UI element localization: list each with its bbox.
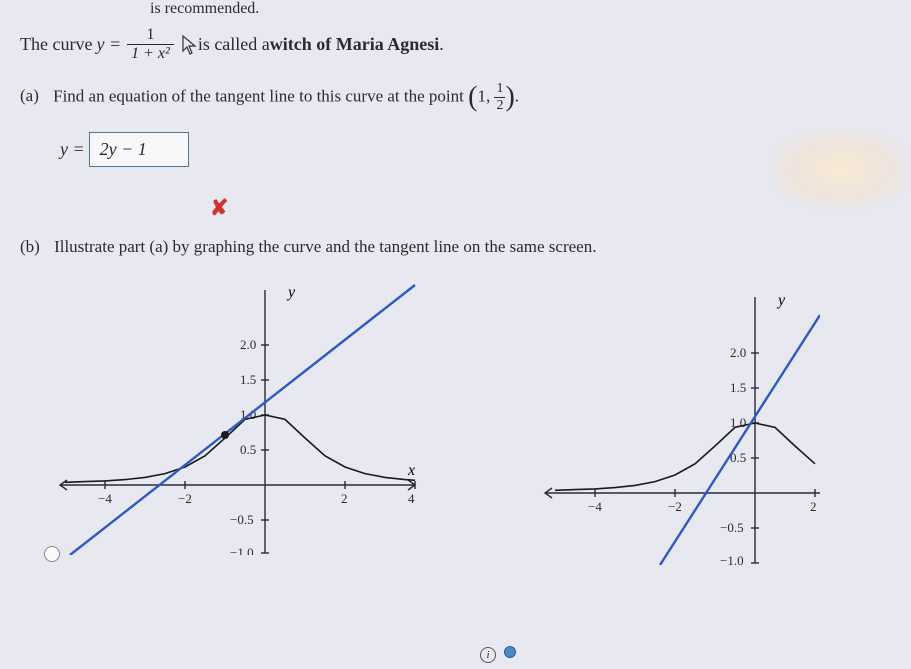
svg-text:2.0: 2.0 [730,345,746,360]
chart-1-svg: −4 −2 2 4 2.0 1.5 1.0 0.5 −0.5 −1.0 y x [50,275,420,555]
part-a: (a) Find an equation of the tangent line… [20,81,891,114]
part-b-label: (b) [20,237,40,256]
curve-name: witch of Maria Agnesi [270,34,439,55]
svg-text:−2: −2 [668,499,682,514]
svg-text:−1.0: −1.0 [720,553,744,565]
incorrect-mark-icon: ✘ [210,195,228,221]
y-axis-label-1: y [286,282,296,299]
curve-definition: The curve y = 1 1 + x² is called a witch… [20,26,891,63]
svg-text:1.5: 1.5 [240,372,256,387]
graph-1-radio[interactable] [44,546,60,567]
point-close: ) [505,82,514,113]
point-x: 1 [477,86,486,105]
svg-text:4: 4 [408,491,415,506]
svg-text:−4: −4 [98,491,112,506]
svg-text:0.5: 0.5 [730,450,746,465]
info-dot-icon[interactable] [504,646,516,658]
intro-period: . [439,34,444,55]
answer-row: y = 2y − 1 [60,132,193,167]
intro-lhs: y = [96,34,121,55]
svg-text:−0.5: −0.5 [230,512,254,527]
frac-denominator: 1 + x² [127,44,174,63]
info-icon[interactable]: i [480,647,496,663]
intro-fraction: 1 1 + x² [127,26,174,63]
tangent-point-1 [301,446,309,454]
witch-curve-2 [555,423,815,490]
svg-text:2: 2 [341,491,348,506]
y-axis-label-2: y [776,292,786,309]
answer-field[interactable]: 2y − 1 [89,132,189,167]
answer-lhs: y = [60,139,85,160]
part-a-label: (a) [20,86,39,105]
svg-text:2.0: 2.0 [240,337,256,352]
svg-text:−0.5: −0.5 [720,520,744,535]
svg-text:−4: −4 [588,499,602,514]
svg-text:1.0: 1.0 [730,415,746,430]
graph-option-1[interactable]: −4 −2 2 4 2.0 1.5 1.0 0.5 −0.5 −1.0 y x [50,275,420,565]
graphs-row: −4 −2 2 4 2.0 1.5 1.0 0.5 −0.5 −1.0 y x [50,275,891,565]
graph-option-2[interactable]: −4−22 2.01.5 1.00.5 −0.5−1.0 y [490,275,820,565]
point-fraction: 1 2 [494,81,505,114]
intro-suffix: is called a [198,34,270,55]
chart-2-svg: −4−22 2.01.5 1.00.5 −0.5−1.0 y [490,275,820,565]
point-frac-den: 2 [494,97,505,114]
cursor-icon [180,34,198,56]
info-row: i [480,646,516,663]
tangent-line-2 [685,315,820,520]
point-frac-num: 1 [494,81,505,97]
part-b-text: Illustrate part (a) by graphing the curv… [54,237,596,256]
part-a-text: Find an equation of the tangent line to … [53,86,468,105]
part-b: (b) Illustrate part (a) by graphing the … [20,237,891,257]
svg-text:−1.0: −1.0 [230,543,254,555]
svg-text:1.0: 1.0 [240,407,256,422]
recommended-text: is recommended. [150,0,891,18]
x-axis-label-1: x [409,462,417,479]
tangent-point-2 [791,454,799,462]
svg-text:−2: −2 [178,491,192,506]
intro-prefix: The curve [20,34,92,55]
svg-text:0.5: 0.5 [240,442,256,457]
frac-numerator: 1 [142,26,158,44]
radio-icon [44,546,60,562]
